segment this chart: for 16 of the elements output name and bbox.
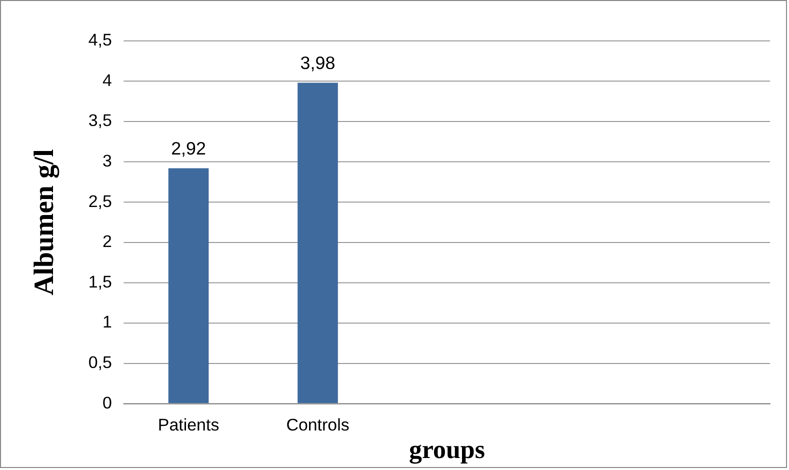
x-axis-title: groups <box>409 435 485 464</box>
y-axis-title: Albumen g/l <box>28 148 60 296</box>
y-tick-label: 4 <box>102 70 112 90</box>
y-tick-label: 1 <box>102 312 112 332</box>
x-tick-label: Controls <box>286 415 350 434</box>
y-tick-label: 1,5 <box>88 272 112 292</box>
y-tick-label: 2,5 <box>88 192 112 211</box>
y-tick-label: 0 <box>102 393 112 412</box>
y-tick-label: 2 <box>102 232 112 252</box>
y-tick-label: 3 <box>102 151 112 170</box>
y-tick-label: 3,5 <box>88 111 112 130</box>
y-tick-label: 0,5 <box>88 353 112 372</box>
x-tick-label: Patients <box>158 415 220 434</box>
y-tick-label: 4,5 <box>88 30 112 50</box>
data-label: 2,92 <box>171 138 206 158</box>
data-label: 3,98 <box>300 52 336 73</box>
